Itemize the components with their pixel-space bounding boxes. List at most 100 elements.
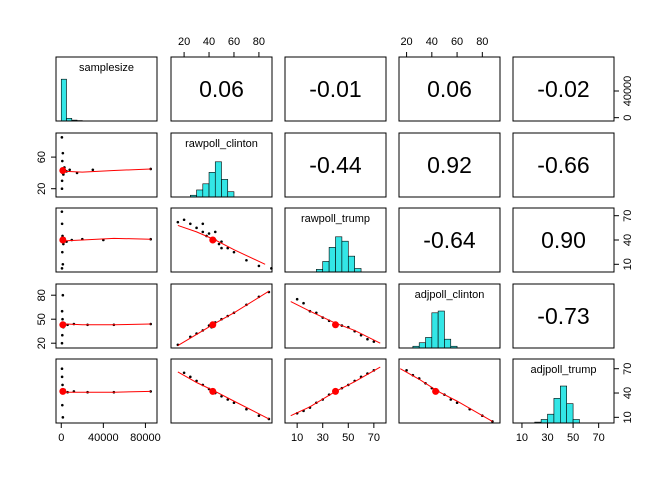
mean-point [209,236,217,244]
histogram-bar [322,261,330,273]
panel-border [170,358,273,424]
x-tick-label: 10 [516,432,528,444]
histogram-bar [566,403,574,424]
x-tick-label: 60 [451,36,463,48]
point [60,309,64,313]
mean-point [59,167,67,175]
point [220,394,223,398]
point [68,168,71,172]
histogram-bar [60,78,67,122]
histogram-bar [221,179,229,198]
histogram-bar [341,240,349,273]
point [359,333,363,337]
histogram-bar [335,236,343,273]
histogram-bar [227,191,235,198]
point [195,379,198,383]
loess-line [177,371,270,420]
point [366,337,369,341]
y-tick-label: 60 [36,151,48,163]
y-tick-label: 70 [622,210,634,222]
point [226,246,230,250]
y-tick-label: 80 [36,289,48,301]
correlation: -0.44 [309,152,362,178]
histogram-bar [540,419,548,424]
point [91,168,95,172]
panel-border [512,132,615,198]
point [405,369,408,372]
panel-border [398,283,501,349]
histogram-bar [425,337,433,349]
mean-point [209,387,217,395]
panel-border [284,132,387,198]
panel-border [55,358,158,424]
correlation: 0.06 [427,76,472,102]
point [257,264,261,268]
x-tick-label: 50 [567,432,579,444]
loess-line [177,290,270,347]
point [201,230,205,234]
correlation: -0.73 [537,303,589,329]
point [226,398,230,401]
y-tick-label: 0 [622,115,634,121]
correlation: -0.64 [423,227,476,253]
x-tick-label: 30 [541,432,553,444]
y-tick-label: 70 [622,363,634,375]
point [61,159,64,163]
point [60,367,64,371]
point [60,136,64,139]
point [213,230,217,234]
histogram-bar [354,268,362,273]
point [60,179,64,183]
x-tick-label: 80 [476,36,488,48]
x-tick-label: 80000 [130,432,161,444]
x-tick-label: 20 [400,36,412,48]
point [182,371,186,375]
x-tick-label: 70 [368,432,380,444]
panel-border [512,56,615,122]
panel-border [398,56,501,122]
point [189,222,192,226]
point [217,242,221,246]
y-tick-label: 50 [36,313,48,325]
point [61,293,65,297]
loess-line [177,224,266,265]
panel-border [284,56,387,122]
histogram-bar [572,419,580,424]
loess-line [61,323,151,326]
point [455,401,459,405]
histogram-bar [202,183,210,198]
loess-line [61,168,151,173]
x-tick-label: 50 [342,432,354,444]
panel-border [170,283,273,349]
histogram-bar [196,189,204,198]
point [60,341,64,345]
histogram-bar [208,172,216,198]
point [232,250,236,254]
point [182,218,186,222]
y-tick-label: 20 [36,337,48,349]
variable-name: rawpoll_trump [301,213,370,225]
point [61,151,65,155]
panel-border [55,132,158,198]
mean-point [332,321,339,329]
histogram-bar [347,255,355,273]
point [61,250,64,254]
panel-border [170,56,273,122]
panel-border [512,283,615,349]
x-tick-label: 10 [291,432,303,444]
panel-border [55,207,158,273]
correlation: -0.01 [309,76,361,102]
y-tick-label: 40 [622,387,634,399]
panel-border [512,358,615,424]
correlation: 0.06 [199,76,244,102]
point [60,187,64,191]
point [61,383,64,387]
y-tick-label: 20 [36,183,48,195]
panel-border [398,132,501,198]
point [232,401,236,405]
x-tick-label: 60 [228,36,240,48]
point [60,222,64,226]
x-tick-label: 80 [253,36,265,48]
panel-border [284,207,387,273]
